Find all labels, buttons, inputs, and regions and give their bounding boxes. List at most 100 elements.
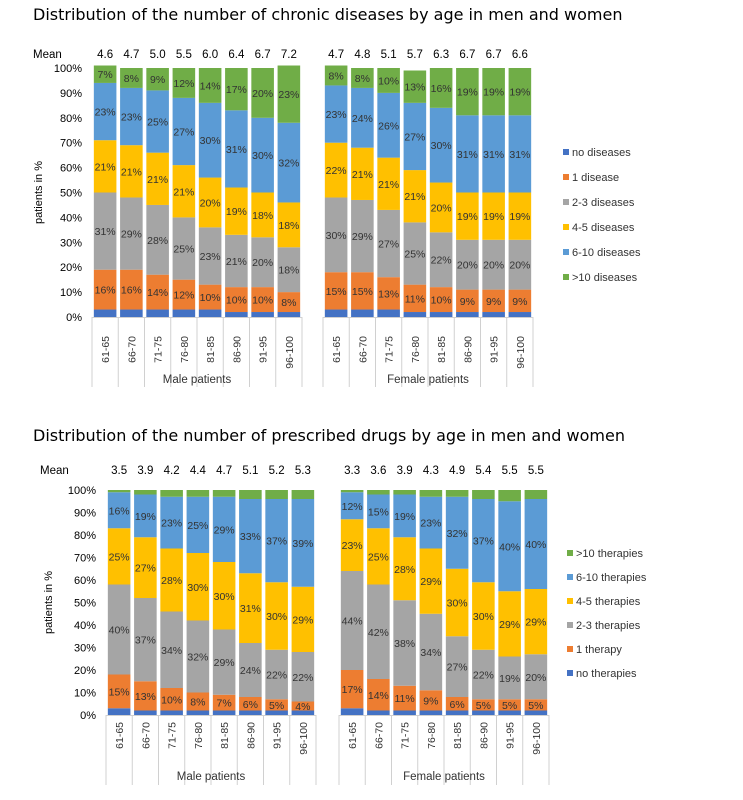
- bar-segment: [393, 685, 416, 711]
- bar-segment: [403, 70, 427, 103]
- category-label: 71-75: [153, 336, 165, 363]
- bar-segment: [146, 309, 169, 317]
- data-label: 9%: [512, 296, 527, 308]
- bar-segment: [524, 490, 548, 499]
- bar-segment: [472, 699, 495, 711]
- data-label: 31%: [240, 603, 261, 615]
- bar-segment: [393, 600, 416, 686]
- data-label: 9%: [150, 74, 165, 86]
- bar-segment: [251, 68, 274, 118]
- data-label: 29%: [214, 524, 235, 536]
- bar-segment: [186, 692, 210, 711]
- bar-segment: [377, 277, 400, 310]
- bar-segment: [429, 287, 453, 313]
- data-label: 29%: [352, 231, 373, 243]
- data-label: 6%: [450, 699, 465, 711]
- bar-segment: [265, 710, 288, 715]
- bar-segment: [172, 97, 196, 166]
- data-label: 25%: [147, 117, 168, 129]
- bar-segment: [419, 613, 443, 691]
- data-label: 16%: [431, 83, 452, 95]
- category-label: 96-100: [531, 722, 543, 755]
- mean-value: 3.3: [344, 465, 360, 477]
- mean-value: 5.5: [528, 465, 544, 477]
- legend-label: 1 disease: [572, 172, 619, 184]
- bar-segment: [93, 82, 117, 141]
- data-label: 23%: [121, 112, 142, 124]
- data-label: 19%: [226, 206, 247, 218]
- bar-segment: [393, 490, 416, 495]
- bar-segment: [419, 710, 443, 715]
- bar-segment: [403, 284, 427, 313]
- bar-segment: [482, 115, 505, 193]
- mean-value: 4.8: [354, 49, 370, 61]
- bar-segment: [429, 312, 453, 317]
- bar-segment: [472, 582, 495, 650]
- bar-segment: [340, 490, 364, 493]
- bar-segment: [472, 649, 495, 700]
- legend-swatch: [567, 598, 573, 604]
- bar-segment: [186, 553, 210, 621]
- bar-segment: [225, 312, 248, 317]
- bar-segment: [445, 568, 469, 637]
- bar-segment: [265, 649, 288, 700]
- bar-segment: [160, 496, 183, 549]
- bar-segment: [198, 227, 222, 285]
- data-label: 15%: [368, 506, 389, 518]
- bar-segment: [146, 152, 169, 205]
- bar-segment: [120, 68, 143, 88]
- bar-segment: [93, 269, 117, 310]
- bar-segment: [498, 591, 521, 657]
- data-label: 26%: [378, 120, 399, 132]
- bar-segment: [498, 710, 521, 715]
- bar-segment: [160, 710, 183, 715]
- data-label: 19%: [483, 87, 504, 99]
- mean-value: 6.4: [228, 49, 245, 61]
- data-label: 32%: [278, 158, 299, 170]
- bar-segment: [172, 309, 196, 317]
- bar-segment: [212, 710, 236, 715]
- bar-segment: [212, 562, 236, 630]
- data-label: 31%: [95, 226, 116, 238]
- legend-swatch: [563, 274, 569, 280]
- legend-swatch: [563, 149, 569, 155]
- mean-value: 3.5: [111, 465, 127, 477]
- data-label: 8%: [355, 73, 370, 85]
- group-label: Male patients: [163, 374, 232, 386]
- data-label: 18%: [278, 265, 299, 277]
- mean-value: 5.3: [295, 465, 311, 477]
- data-label: 20%: [252, 257, 273, 269]
- bar-segment: [367, 490, 390, 495]
- data-label: 18%: [252, 210, 273, 222]
- bar-segment: [393, 537, 416, 601]
- data-label: 32%: [187, 652, 208, 664]
- data-label: 37%: [266, 536, 287, 548]
- data-label: 21%: [352, 169, 373, 181]
- bar-segment: [324, 85, 348, 143]
- legend-swatch: [563, 249, 569, 255]
- bar-segment: [225, 234, 248, 288]
- legend-swatch: [567, 574, 573, 580]
- data-label: 34%: [161, 645, 182, 657]
- bar-segment: [472, 710, 495, 715]
- bar-segment: [351, 87, 374, 148]
- bar-segment: [134, 537, 157, 598]
- data-label: 38%: [394, 638, 415, 650]
- data-label: 24%: [352, 113, 373, 125]
- data-label: 19%: [483, 211, 504, 223]
- bar-segment: [239, 490, 262, 499]
- bar-segment: [251, 287, 274, 313]
- data-label: 14%: [368, 690, 389, 702]
- data-label: 28%: [161, 575, 182, 587]
- data-label: 30%: [326, 230, 347, 242]
- bar-segment: [340, 670, 364, 709]
- bar-segment: [508, 239, 532, 290]
- category-label: 81-85: [219, 722, 231, 749]
- bar-segment: [120, 269, 143, 310]
- legend-label: 1 therapy: [576, 644, 622, 656]
- data-label: 19%: [457, 87, 478, 99]
- category-label: 76-80: [426, 722, 438, 749]
- data-label: 37%: [473, 536, 494, 548]
- category-label: 96-100: [298, 722, 310, 755]
